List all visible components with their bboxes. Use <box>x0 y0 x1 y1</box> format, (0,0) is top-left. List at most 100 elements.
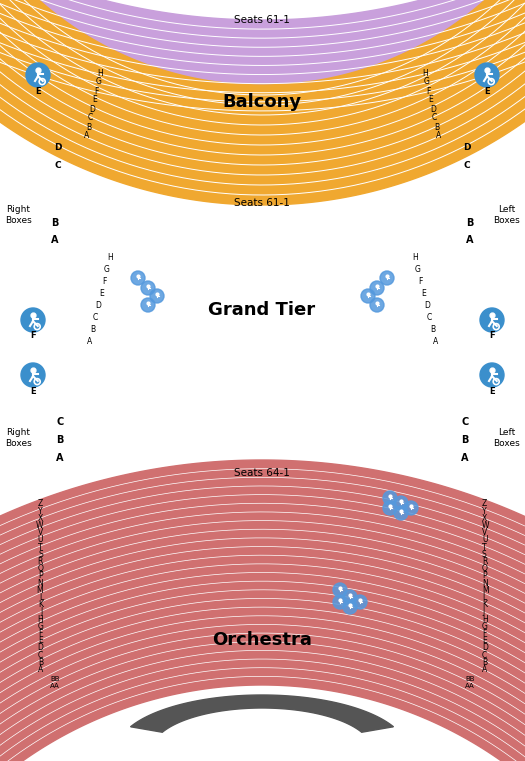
Text: E: E <box>92 95 97 104</box>
Text: D: D <box>95 301 101 310</box>
Text: D: D <box>54 142 62 151</box>
Text: A: A <box>436 132 441 141</box>
Text: B: B <box>90 326 95 335</box>
Text: A: A <box>38 665 43 674</box>
Text: G: G <box>482 622 488 631</box>
Text: S: S <box>38 550 43 559</box>
Text: E: E <box>35 88 41 97</box>
Text: Seats 61-1: Seats 61-1 <box>234 198 290 208</box>
Text: G: G <box>424 78 430 87</box>
Text: E: E <box>484 88 490 97</box>
Text: B: B <box>461 435 469 445</box>
Text: V: V <box>38 528 43 537</box>
Text: BB: BB <box>50 676 60 682</box>
Text: M: M <box>36 586 43 595</box>
Circle shape <box>361 289 375 303</box>
Text: N: N <box>37 578 43 587</box>
Text: X: X <box>482 514 487 523</box>
Text: C: C <box>482 651 487 660</box>
Text: Right
Boxes: Right Boxes <box>5 205 32 224</box>
Text: H: H <box>107 253 113 263</box>
Text: Q: Q <box>37 565 43 573</box>
Text: P: P <box>38 572 43 581</box>
Circle shape <box>353 595 367 609</box>
Text: G: G <box>37 622 43 631</box>
Text: J: J <box>41 607 43 616</box>
Text: K: K <box>38 600 43 610</box>
Text: F: F <box>102 278 107 286</box>
Text: A: A <box>51 235 59 245</box>
Text: C: C <box>432 113 437 123</box>
Text: L: L <box>39 593 43 602</box>
Text: W: W <box>36 521 43 530</box>
Text: Grand Tier: Grand Tier <box>208 301 316 319</box>
Text: AA: AA <box>465 683 475 689</box>
Text: B: B <box>430 326 435 335</box>
Circle shape <box>370 298 384 312</box>
Text: R: R <box>38 557 43 566</box>
Text: D: D <box>463 142 471 151</box>
Text: F: F <box>418 278 423 286</box>
Text: H: H <box>97 68 103 78</box>
Text: F: F <box>489 332 495 340</box>
Circle shape <box>333 583 347 597</box>
Polygon shape <box>0 0 525 205</box>
Circle shape <box>383 491 397 505</box>
Circle shape <box>383 501 397 515</box>
Text: T: T <box>482 543 487 552</box>
Text: U: U <box>482 536 488 545</box>
Text: B: B <box>482 658 487 667</box>
Text: G: G <box>104 266 110 275</box>
Text: C: C <box>464 161 470 170</box>
Circle shape <box>480 363 504 387</box>
Text: Left
Boxes: Left Boxes <box>494 205 520 224</box>
Text: A: A <box>482 665 487 674</box>
Text: Y: Y <box>38 507 43 516</box>
Text: Z: Z <box>38 499 43 508</box>
Circle shape <box>370 281 384 295</box>
Circle shape <box>380 271 394 285</box>
Text: BB: BB <box>465 676 475 682</box>
Text: D: D <box>424 301 430 310</box>
Text: A: A <box>461 453 469 463</box>
Text: V: V <box>482 528 487 537</box>
Circle shape <box>21 363 45 387</box>
Text: F: F <box>30 332 36 340</box>
Text: A: A <box>56 453 64 463</box>
Circle shape <box>333 595 347 609</box>
Text: D: D <box>430 104 436 113</box>
Text: C: C <box>55 161 61 170</box>
Text: D: D <box>37 644 43 652</box>
Text: Z: Z <box>482 499 487 508</box>
Text: A: A <box>84 132 89 141</box>
Circle shape <box>394 496 408 510</box>
Text: E: E <box>99 289 104 298</box>
Text: U: U <box>37 536 43 545</box>
Text: F: F <box>94 87 99 95</box>
Text: B: B <box>86 123 91 132</box>
Text: B: B <box>434 123 439 132</box>
Circle shape <box>26 63 50 87</box>
Text: J: J <box>482 607 484 616</box>
Text: Y: Y <box>482 507 487 516</box>
Text: Left
Boxes: Left Boxes <box>494 428 520 447</box>
Circle shape <box>343 590 357 604</box>
Text: Orchestra: Orchestra <box>212 631 312 649</box>
Text: K: K <box>482 600 487 610</box>
Text: D: D <box>482 644 488 652</box>
Circle shape <box>480 308 504 332</box>
Text: Right
Boxes: Right Boxes <box>5 428 32 447</box>
Text: A: A <box>87 337 92 346</box>
Text: A: A <box>433 337 438 346</box>
Text: X: X <box>38 514 43 523</box>
Circle shape <box>343 600 357 614</box>
Text: E: E <box>489 387 495 396</box>
Text: B: B <box>38 658 43 667</box>
Circle shape <box>404 501 418 515</box>
Text: D: D <box>89 104 95 113</box>
Text: Seats 64-1: Seats 64-1 <box>234 468 290 478</box>
Text: F: F <box>482 629 486 638</box>
Polygon shape <box>0 0 525 120</box>
Text: H: H <box>412 253 418 263</box>
Text: T: T <box>38 543 43 552</box>
